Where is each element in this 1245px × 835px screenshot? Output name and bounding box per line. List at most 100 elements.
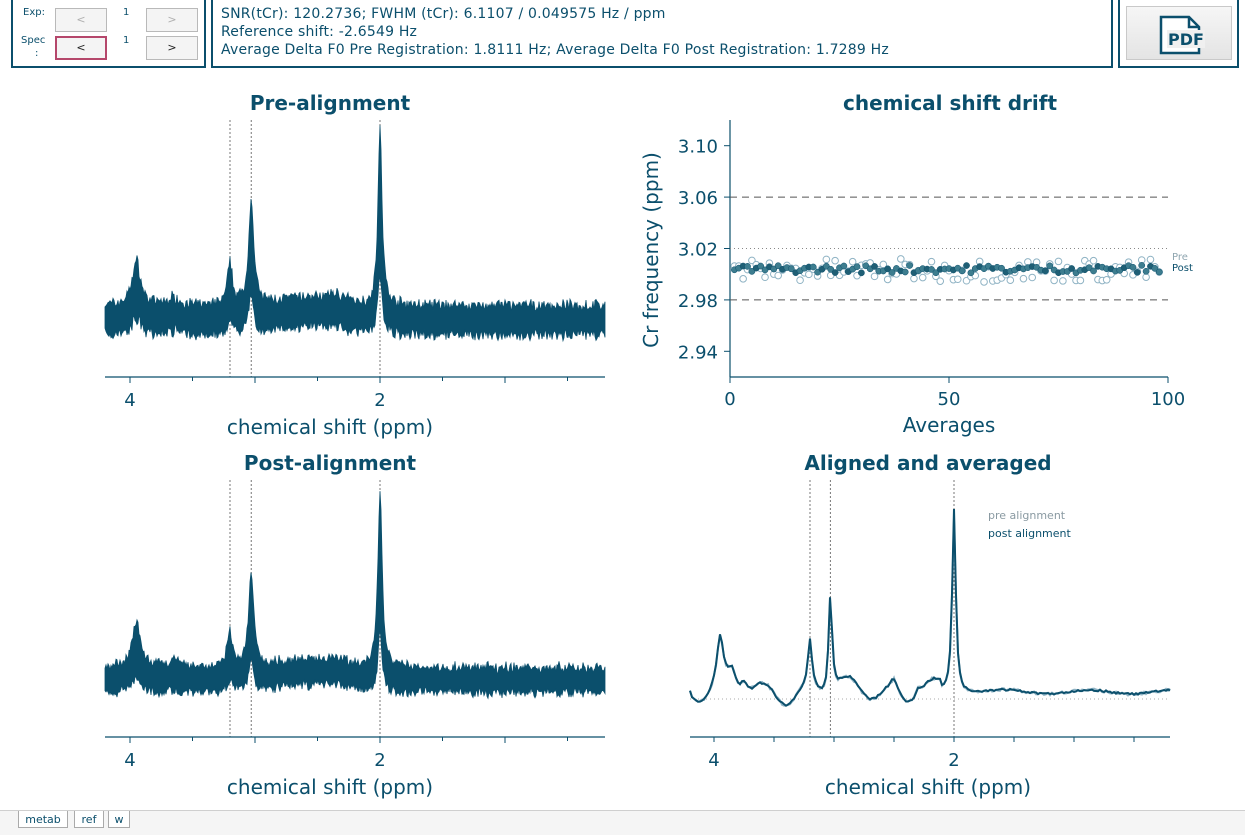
y-tick-label: 3.02 bbox=[678, 240, 718, 261]
post-point bbox=[787, 265, 795, 273]
spec-label-colon: : bbox=[35, 48, 39, 59]
spec-value: 1 bbox=[123, 35, 130, 46]
x-axis-label: chemical shift (ppm) bbox=[227, 415, 433, 439]
post-point bbox=[840, 262, 848, 270]
exp-next-button[interactable]: > bbox=[146, 8, 198, 32]
pre-point bbox=[1089, 256, 1098, 265]
x-axis-label: Averages bbox=[903, 413, 996, 437]
post-point bbox=[906, 262, 913, 269]
post-point bbox=[1042, 267, 1049, 275]
info-panel: SNR(tCr): 120.2736; FWHM (tCr): 6.1107 /… bbox=[211, 0, 1113, 68]
navigation-panel: Exp: < 1 > Spec : < 1 > bbox=[11, 0, 206, 68]
pre-point bbox=[897, 255, 905, 263]
y-tick-label: 2.98 bbox=[678, 291, 718, 312]
reference-shift-text: Reference shift: -2.6549 Hz bbox=[221, 24, 418, 40]
chemical-shift-drift-chart: chemical shift drift 3.10 3.06 3.02 2.98 2.94… bbox=[639, 91, 1193, 437]
post-point bbox=[888, 269, 896, 276]
snr-text: SNR(tCr): 120.2736; FWHM (tCr): 6.1107 /… bbox=[221, 6, 666, 22]
pre-point bbox=[805, 270, 813, 279]
post-point bbox=[884, 265, 892, 273]
pre-point bbox=[1076, 276, 1085, 285]
spec-next-button[interactable]: > bbox=[146, 36, 198, 60]
post-point bbox=[932, 269, 940, 277]
pre-point bbox=[870, 272, 879, 281]
y-tick-label: 3.06 bbox=[678, 188, 718, 209]
pre-point bbox=[748, 256, 756, 265]
post-point bbox=[958, 267, 966, 275]
y-tick-label: 3.10 bbox=[678, 137, 718, 158]
post-point bbox=[1155, 268, 1163, 276]
post-alignment-chart: Post-alignment 4 2 chemical shift (ppm) bbox=[104, 451, 606, 799]
y-axis-label: Cr frequency (ppm) bbox=[639, 152, 663, 348]
pre-point bbox=[953, 275, 962, 284]
pre-point bbox=[927, 257, 936, 266]
pre-alignment-chart: Pre-alignment 4 2 chemical shift (ppm) bbox=[104, 91, 606, 439]
pre-point bbox=[1102, 275, 1111, 284]
pre-point bbox=[1050, 276, 1058, 285]
pre-point bbox=[936, 277, 945, 285]
delta-f0-text: Average Delta F0 Pre Registration: 1.811… bbox=[221, 42, 889, 58]
pre-point bbox=[1059, 277, 1067, 285]
spec-prev-button[interactable]: < bbox=[55, 36, 107, 60]
pre-point bbox=[918, 273, 927, 282]
post-point bbox=[1142, 267, 1150, 275]
pre-point bbox=[739, 275, 747, 283]
spectrum-trace bbox=[104, 125, 606, 343]
x-tick-label: 2 bbox=[948, 750, 959, 771]
pre-point bbox=[831, 256, 839, 265]
pre-point bbox=[1019, 274, 1028, 283]
aligned-averaged-chart: Aligned and averaged 4 2 chemical shift (pp… bbox=[689, 451, 1171, 799]
legend-post-alignment: post alignment bbox=[988, 527, 1072, 540]
exp-label: Exp: bbox=[23, 7, 45, 18]
pre-point bbox=[1142, 273, 1150, 281]
pre-point bbox=[980, 278, 988, 286]
y-tick-label: 2.94 bbox=[678, 342, 718, 363]
x-tick-label: 2 bbox=[374, 390, 385, 411]
post-point bbox=[901, 268, 909, 276]
post-point bbox=[744, 263, 751, 270]
post-point bbox=[831, 269, 839, 276]
pre-point bbox=[1006, 276, 1015, 285]
pdf-button[interactable]: PDF bbox=[1126, 6, 1232, 60]
x-tick-label: 4 bbox=[708, 750, 719, 771]
post-alignment-trace bbox=[689, 508, 1171, 707]
x-tick-label: 100 bbox=[1151, 389, 1185, 410]
post-point bbox=[1046, 262, 1054, 270]
pre-point bbox=[796, 276, 804, 285]
pdf-file-icon: PDF bbox=[1159, 15, 1205, 55]
post-point bbox=[963, 262, 970, 269]
sheet-tab-bar: metab ref w bbox=[0, 810, 1245, 835]
spec-label: Spec bbox=[21, 35, 46, 46]
spectrum-trace bbox=[104, 491, 606, 700]
tab-w[interactable]: w bbox=[108, 811, 130, 828]
x-tick-label: 50 bbox=[938, 389, 961, 410]
pre-point bbox=[1146, 255, 1155, 264]
post-point bbox=[1090, 267, 1097, 275]
legend-pre-alignment: pre alignment bbox=[988, 509, 1066, 522]
chart-title: chemical shift drift bbox=[843, 91, 1057, 115]
x-axis-label: chemical shift (ppm) bbox=[227, 775, 433, 799]
pre-point bbox=[822, 255, 831, 264]
tab-ref[interactable]: ref bbox=[74, 811, 104, 828]
chart-title: Aligned and averaged bbox=[804, 451, 1051, 475]
x-tick-label: 4 bbox=[124, 750, 135, 771]
pre-point bbox=[1028, 273, 1037, 282]
post-point bbox=[858, 269, 865, 277]
pre-point bbox=[774, 271, 782, 280]
post-point bbox=[1138, 262, 1146, 269]
x-tick-label: 0 bbox=[724, 389, 735, 410]
legend-pre: Pre bbox=[1172, 252, 1188, 263]
pre-point bbox=[910, 274, 918, 283]
exp-value: 1 bbox=[123, 7, 130, 18]
post-point bbox=[1129, 263, 1137, 271]
tab-metab[interactable]: metab bbox=[18, 811, 68, 828]
post-point bbox=[853, 263, 861, 271]
x-tick-label: 4 bbox=[124, 390, 135, 411]
post-point bbox=[1151, 265, 1159, 272]
pre-point bbox=[761, 273, 769, 282]
legend-post: Post bbox=[1172, 263, 1193, 274]
pre-point bbox=[848, 257, 857, 266]
post-point bbox=[757, 262, 765, 270]
chart-title: Post-alignment bbox=[244, 451, 417, 475]
exp-prev-button[interactable]: < bbox=[55, 8, 107, 32]
